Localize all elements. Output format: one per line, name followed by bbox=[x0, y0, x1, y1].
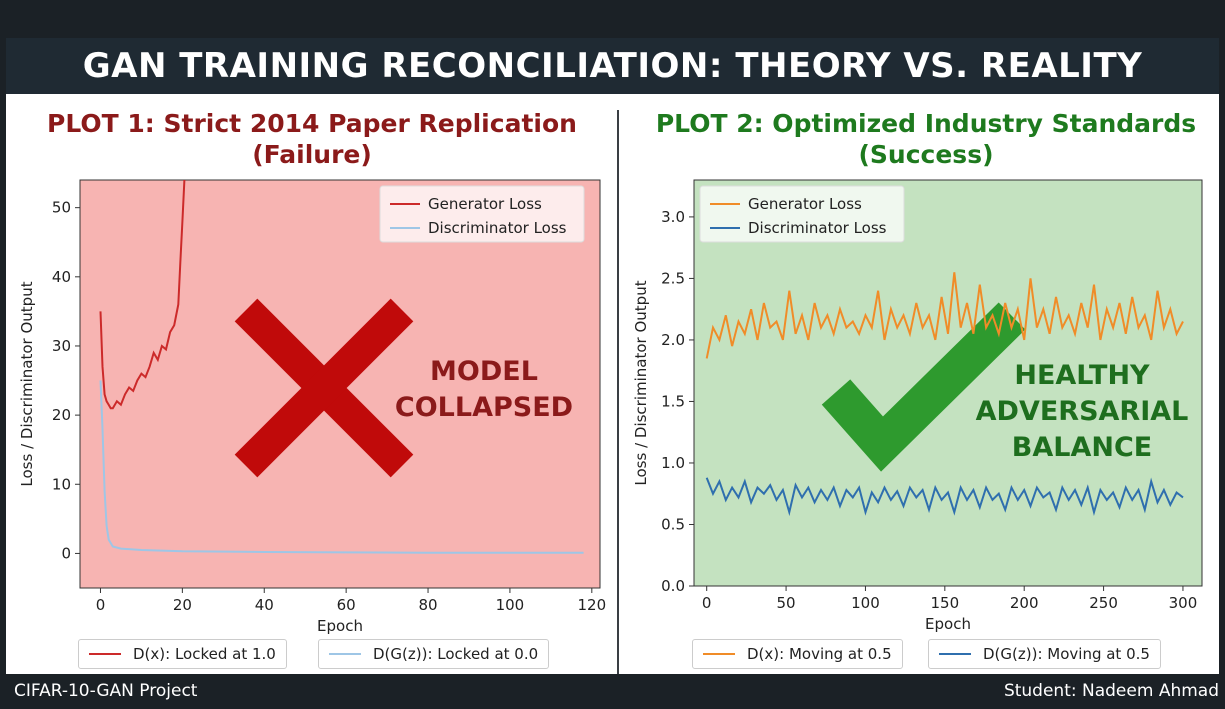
y-axis-label: Loss / Discriminator Output bbox=[632, 280, 650, 485]
annotation-text: ADVERSARIAL bbox=[976, 396, 1189, 427]
x-tick-label: 120 bbox=[577, 596, 606, 614]
x-tick-label: 20 bbox=[173, 596, 192, 614]
y-axis-label: Loss / Discriminator Output bbox=[18, 281, 36, 486]
plot2-bottom-legend-dgz: D(G(z)): Moving at 0.5 bbox=[928, 639, 1161, 669]
footer-bar: CIFAR-10-GAN Project Student: Nadeem Ahm… bbox=[0, 674, 1225, 709]
x-axis-label: Epoch bbox=[317, 617, 363, 635]
x-tick-label: 100 bbox=[496, 596, 525, 614]
x-tick-label: 50 bbox=[777, 594, 796, 612]
series-line bbox=[99, 180, 186, 410]
content-panel: PLOT 1: Strict 2014 Paper Replication (F… bbox=[6, 94, 1219, 676]
y-tick-label: 2.0 bbox=[661, 331, 685, 349]
plot1-title: PLOT 1: Strict 2014 Paper Replication (F… bbox=[12, 108, 612, 170]
legend-box bbox=[699, 185, 905, 243]
y-tick-label: 1.5 bbox=[661, 392, 685, 410]
annotation-text: MODEL bbox=[430, 356, 538, 387]
plot1-dx-label: D(x): Locked at 1.0 bbox=[133, 645, 276, 663]
plot2-dgz-label: D(G(z)): Moving at 0.5 bbox=[983, 645, 1150, 663]
y-tick-label: 2.5 bbox=[661, 269, 685, 287]
cross-mark-icon bbox=[234, 298, 414, 478]
x-axis-label: Epoch bbox=[925, 615, 971, 633]
student-label: Student: Nadeem Ahmad bbox=[1003, 681, 1219, 701]
annotation-text: COLLAPSED bbox=[395, 392, 573, 423]
y-tick-label: 0 bbox=[61, 544, 71, 562]
y-tick-label: 10 bbox=[52, 475, 71, 493]
check-mark-icon bbox=[821, 302, 1026, 472]
x-tick-label: 200 bbox=[1010, 594, 1039, 612]
x-tick-label: 300 bbox=[1169, 594, 1198, 612]
plot2-title-line1: PLOT 2: Optimized Industry Standards bbox=[655, 109, 1197, 138]
series-line bbox=[705, 477, 1184, 517]
x-tick-label: 0 bbox=[702, 594, 712, 612]
plot1-bottom-legend-dx: D(x): Locked at 1.0 bbox=[78, 639, 287, 669]
legend-swatch bbox=[89, 653, 121, 655]
plot2-title-line2: (Success) bbox=[858, 140, 994, 169]
plot2-bottom-legend-dx: D(x): Moving at 0.5 bbox=[692, 639, 903, 669]
y-tick-label: 30 bbox=[52, 337, 71, 355]
project-label: CIFAR-10-GAN Project bbox=[14, 681, 198, 701]
y-tick-label: 50 bbox=[52, 199, 71, 217]
title-bar: GAN TRAINING RECONCILIATION: THEORY VS. … bbox=[6, 38, 1219, 94]
legend-label: Discriminator Loss bbox=[428, 219, 567, 237]
plot2-dx-label: D(x): Moving at 0.5 bbox=[747, 645, 892, 663]
legend-label: Discriminator Loss bbox=[748, 219, 887, 237]
x-tick-label: 250 bbox=[1089, 594, 1118, 612]
legend-swatch bbox=[703, 653, 735, 655]
plot1-chart: 0 20 40 60 80 100 120 0 10 20 30 40 50 Epoch Loss / Di… bbox=[18, 179, 606, 635]
page-title: GAN TRAINING RECONCILIATION: THEORY VS. … bbox=[82, 46, 1143, 86]
legend-box bbox=[379, 185, 585, 243]
x-tick-label: 60 bbox=[337, 596, 356, 614]
plot1-dgz-label: D(G(z)): Locked at 0.0 bbox=[373, 645, 539, 663]
series-line bbox=[99, 380, 584, 554]
y-tick-label: 1.0 bbox=[661, 454, 685, 472]
plot1-bottom-legend-dgz: D(G(z)): Locked at 0.0 bbox=[318, 639, 550, 669]
plot1-title-line2: (Failure) bbox=[252, 140, 372, 169]
panel-divider bbox=[617, 110, 619, 676]
legend-label: Generator Loss bbox=[428, 195, 542, 213]
legend-label: Generator Loss bbox=[748, 195, 862, 213]
x-tick-label: 100 bbox=[851, 594, 880, 612]
y-tick-label: 3.0 bbox=[661, 208, 685, 226]
x-tick-label: 80 bbox=[418, 596, 437, 614]
x-tick-label: 150 bbox=[931, 594, 960, 612]
y-tick-label: 40 bbox=[52, 268, 71, 286]
plot2-chart: 0 50 100 150 200 250 300 0.0 0.5 1.0 1.5 2.0 2.5 3.0 E… bbox=[632, 179, 1203, 633]
series-line bbox=[705, 272, 1184, 359]
legend-swatch bbox=[329, 653, 361, 655]
x-tick-label: 40 bbox=[255, 596, 274, 614]
y-tick-label: 0.5 bbox=[661, 515, 685, 533]
annotation-text: HEALTHY bbox=[1014, 360, 1150, 391]
x-tick-label: 0 bbox=[96, 596, 106, 614]
legend-swatch bbox=[939, 653, 971, 655]
plot1-title-line1: PLOT 1: Strict 2014 Paper Replication bbox=[47, 109, 577, 138]
plot2-title: PLOT 2: Optimized Industry Standards (Su… bbox=[626, 108, 1225, 170]
y-tick-label: 0.0 bbox=[661, 577, 685, 595]
window-top-band bbox=[0, 0, 1225, 38]
annotation-text: BALANCE bbox=[1012, 432, 1152, 463]
y-tick-label: 20 bbox=[52, 406, 71, 424]
